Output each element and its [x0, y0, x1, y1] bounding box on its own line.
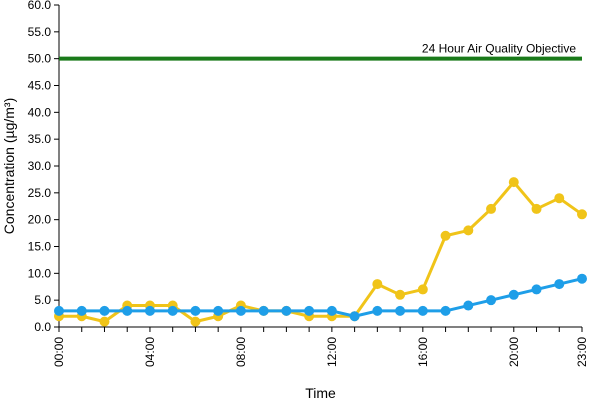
- series-line: [59, 277, 583, 318]
- y-tick-label: 55.0: [28, 25, 52, 39]
- air-quality-objective-label: 24 Hour Air Quality Objective: [422, 42, 576, 56]
- data-point: [281, 305, 292, 316]
- data-point: [577, 209, 587, 220]
- data-point: [235, 305, 246, 316]
- data-point: [463, 225, 474, 236]
- x-tick-label: 12:00: [325, 337, 339, 367]
- data-point: [213, 305, 224, 316]
- x-tick-label: 00:00: [52, 337, 66, 367]
- y-tick-label: 35.0: [28, 132, 52, 146]
- data-point: [531, 284, 542, 295]
- data-point: [531, 203, 542, 214]
- data-point: [486, 203, 497, 214]
- y-tick-label: 25.0: [28, 186, 52, 200]
- y-tick-label: 60.0: [28, 0, 52, 12]
- series: [54, 177, 587, 327]
- y-tick-label: 45.0: [28, 79, 52, 93]
- y-tick-label: 0.0: [34, 320, 51, 334]
- data-point: [486, 295, 497, 306]
- data-point: [99, 305, 110, 316]
- x-tick-label: 04:00: [143, 337, 157, 367]
- data-point: [440, 305, 451, 316]
- y-tick-label: 40.0: [28, 105, 52, 119]
- data-point: [508, 177, 519, 188]
- data-point: [349, 311, 360, 322]
- data-point: [99, 316, 110, 327]
- x-tick-label: 20:00: [507, 337, 521, 367]
- ticks: 0.0 5.0 10.0 15.0 20.0 25.0 30.0 35.0 40.0 45.0 50…: [28, 0, 589, 367]
- y-tick-label: 15.0: [28, 240, 52, 254]
- data-point: [144, 305, 155, 316]
- data-point: [76, 305, 87, 316]
- data-point: [463, 300, 474, 311]
- reference-line-group: 24 Hour Air Quality Objective: [59, 42, 582, 61]
- y-tick-label: 30.0: [28, 159, 52, 173]
- data-point: [372, 305, 383, 316]
- data-point: [417, 305, 428, 316]
- y-tick-label: 5.0: [34, 293, 51, 307]
- data-point: [395, 305, 406, 316]
- x-tick-label: 16:00: [416, 337, 430, 367]
- data-point: [167, 305, 178, 316]
- series-0: [54, 177, 587, 327]
- data-point: [440, 230, 451, 241]
- data-point: [54, 305, 64, 316]
- data-point: [577, 273, 587, 284]
- data-point: [326, 305, 337, 316]
- data-point: [554, 193, 565, 204]
- data-point: [304, 305, 315, 316]
- y-tick-label: 20.0: [28, 213, 52, 227]
- y-tick-label: 10.0: [28, 266, 52, 280]
- x-axis-title: Time: [305, 385, 336, 400]
- data-point: [122, 305, 133, 316]
- data-point: [190, 316, 201, 327]
- x-tick-label: 23:00: [575, 337, 589, 367]
- data-point: [258, 305, 269, 316]
- data-point: [190, 305, 201, 316]
- y-tick-label: 50.0: [28, 52, 52, 66]
- data-point: [372, 279, 383, 290]
- data-point: [508, 289, 519, 300]
- data-point: [554, 279, 565, 290]
- series-line: [59, 180, 583, 324]
- x-tick-label: 08:00: [234, 337, 248, 367]
- series-1: [54, 273, 587, 322]
- y-axis-title: Concentration (µg/m³): [1, 98, 17, 234]
- data-point: [417, 284, 428, 295]
- data-point: [395, 289, 406, 300]
